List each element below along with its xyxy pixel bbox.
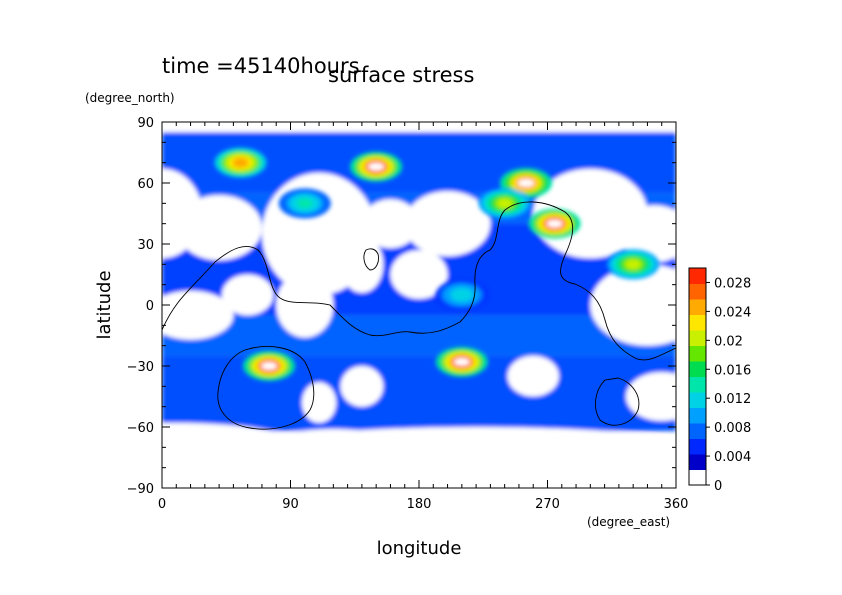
- field-gap: [618, 205, 676, 263]
- colorbar-segment: [689, 283, 706, 300]
- coastline-island: [363, 248, 379, 271]
- colorbar-tick-label: 0.024: [714, 305, 751, 320]
- field-hotspot-core: [368, 162, 385, 171]
- field-gap: [340, 366, 384, 407]
- field-gap: [301, 382, 337, 423]
- field-gap: [390, 250, 448, 299]
- colorbar-segment: [689, 454, 706, 470]
- stress-field: [162, 122, 676, 488]
- coastline-america: [162, 201, 676, 361]
- colorbar-tick-label: 0.012: [714, 392, 751, 407]
- y-tick-labels: 90 60 30 0 −30 −60 −90: [127, 116, 154, 497]
- colorbar-segment: [689, 392, 706, 408]
- colorbar: 0.028 0.024 0.02 0.016 0.012 0.008 0.004 0: [688, 267, 751, 494]
- field-gap: [162, 439, 676, 488]
- y-tick-label: −60: [127, 421, 154, 436]
- time-label: time =45140hours: [162, 54, 360, 78]
- colorbar-tick-label: 0.028: [714, 276, 751, 291]
- coastline-antarctic-a: [217, 345, 315, 430]
- field-hotspot: [297, 198, 313, 209]
- y-unit-label: (degree_north): [85, 91, 175, 105]
- colorbar-tick-label: 0.004: [714, 450, 751, 465]
- y-tick-label: −30: [127, 360, 154, 375]
- colorbar-segment: [689, 345, 706, 362]
- field-gap: [590, 264, 676, 346]
- y-axis-label: latitude: [94, 270, 115, 339]
- y-tick-label: 90: [137, 116, 154, 131]
- field-gap: [176, 195, 262, 261]
- field-hotspot: [625, 259, 641, 270]
- coastline-antarctic-b: [594, 377, 640, 426]
- x-tick-labels: 0 90 180 270 360: [158, 497, 689, 512]
- y-tick-label: −90: [127, 482, 154, 497]
- field-hotspot: [497, 198, 513, 209]
- field-band: [162, 355, 676, 432]
- field-gap: [221, 274, 274, 316]
- colorbar-segment: [689, 299, 706, 315]
- field-hotspot-core: [546, 219, 563, 228]
- colorbar-tick-label: 0.008: [714, 421, 751, 436]
- coastlines: [162, 201, 676, 430]
- field-hotspot: [232, 157, 249, 168]
- x-tick-label: 270: [535, 497, 560, 512]
- colorbar-tick-label: 0.02: [714, 334, 743, 349]
- field-gap: [276, 272, 334, 338]
- field-gap: [162, 290, 234, 340]
- colorbar-segment: [689, 314, 706, 331]
- field-gap: [404, 191, 491, 257]
- field-hotspot-core: [518, 179, 535, 187]
- field-gap: [507, 355, 559, 397]
- y-tick-label: 60: [137, 177, 154, 192]
- colorbar-segment: [689, 268, 706, 284]
- colorbar-segment: [689, 361, 706, 377]
- field-hotspot-core: [261, 362, 278, 370]
- chart-title: surface stress: [328, 63, 474, 87]
- x-tick-label: 0: [158, 497, 166, 512]
- field-hotspot: [454, 289, 470, 300]
- field-hotspot-core: [453, 357, 470, 366]
- colorbar-segment: [689, 407, 706, 424]
- colorbar-segment: [689, 376, 706, 393]
- x-tick-label: 360: [664, 497, 689, 512]
- colorbar-tick-label: 0: [714, 479, 722, 494]
- field-gap: [361, 199, 420, 249]
- y-tick-label: 0: [146, 299, 154, 314]
- colorbar-frame: [688, 267, 707, 486]
- colorbar-tick-label: 0.016: [714, 363, 751, 378]
- colorbar-segment: [689, 438, 706, 455]
- colorbar-segment: [689, 330, 706, 346]
- axis-ticks: [161, 121, 677, 489]
- x-axis-label: longitude: [377, 538, 462, 559]
- x-tick-label: 180: [407, 497, 432, 512]
- field-gap: [340, 235, 384, 293]
- colorbar-segment: [689, 423, 706, 439]
- colorbar-segment: [689, 469, 706, 486]
- y-tick-label: 30: [137, 238, 154, 253]
- x-unit-label: (degree_east): [587, 515, 670, 529]
- x-tick-label: 90: [282, 497, 299, 512]
